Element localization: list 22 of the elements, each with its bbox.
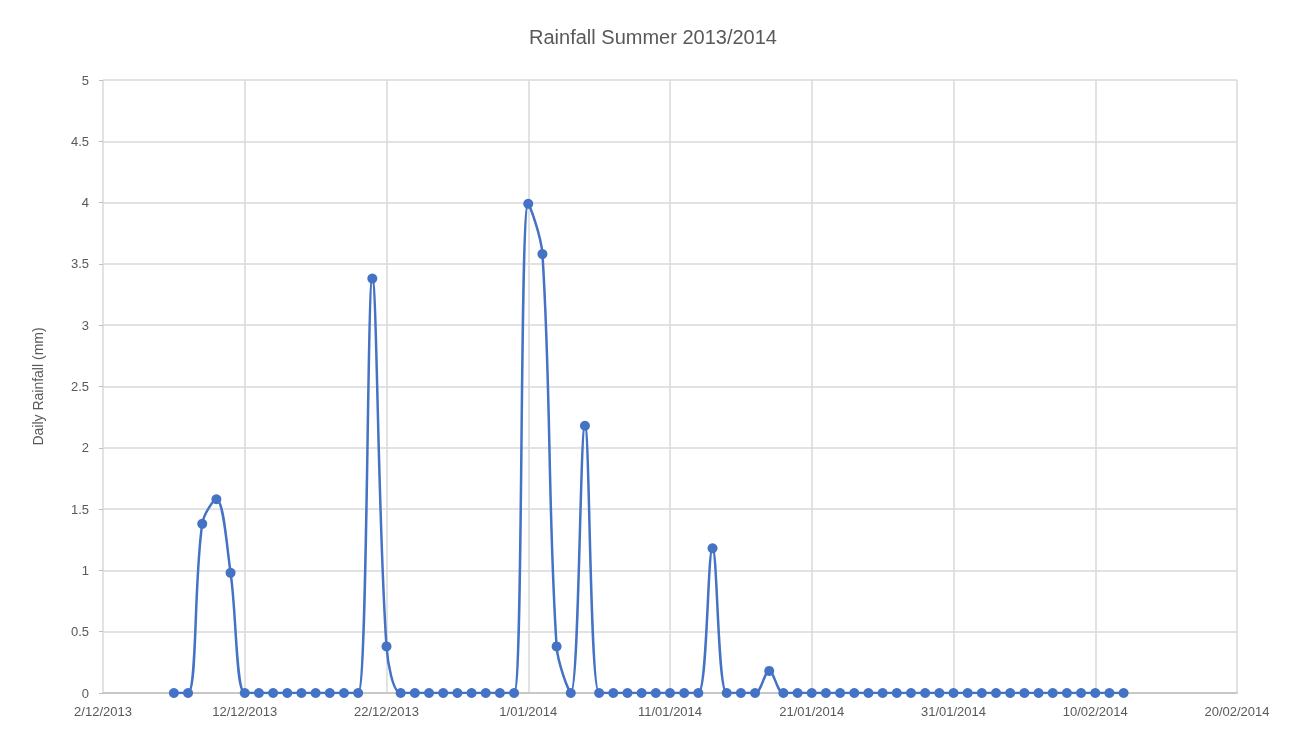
x-tick-label: 22/12/2013 (353, 704, 420, 719)
x-tick-label: 11/01/2014 (637, 704, 703, 719)
y-tick-label: 2 (81, 440, 89, 456)
y-tick-label: 3.5 (70, 256, 89, 272)
x-tick-label: 21/01/2014 (779, 704, 845, 719)
y-tick-label: 0 (81, 685, 89, 701)
y-tick-label: 3 (81, 317, 89, 333)
x-tick-label: 10/02/2014 (1062, 704, 1128, 719)
x-tick-label: 12/12/2013 (212, 704, 278, 719)
x-tick-label: 2/12/2013 (74, 704, 132, 719)
chart-title: Rainfall Summer 2013/2014 (529, 26, 777, 48)
y-tick-label: 0.5 (70, 624, 89, 640)
y-tick-label: 1.5 (70, 501, 89, 517)
y-tick-label: 4 (81, 195, 89, 211)
x-tick-label: 1/01/2014 (499, 704, 558, 719)
y-axis-title: Daily Rainfall (mm) (30, 327, 46, 446)
y-tick-label: 4.5 (70, 133, 89, 149)
y-tick-label: 5 (81, 72, 89, 88)
x-tick-label: 20/02/2014 (1204, 704, 1270, 719)
y-tick-label: 2.5 (70, 379, 89, 394)
y-tick-label: 1 (81, 562, 89, 578)
x-tick-label: 31/01/2014 (920, 704, 987, 719)
